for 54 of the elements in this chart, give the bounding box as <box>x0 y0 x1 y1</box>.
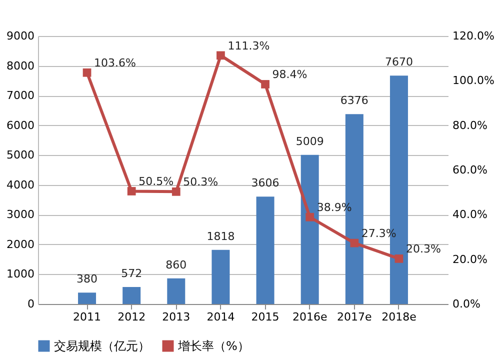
point <box>261 80 270 88</box>
data-label: 103.6% <box>94 56 136 70</box>
y2-tick-label: 120.0% <box>452 30 494 42</box>
y-tick-label: 4000 <box>6 178 34 192</box>
legend-label: 交易规模（亿元） <box>54 339 150 353</box>
y-tick-label: 3000 <box>6 208 34 222</box>
y-tick-label: 7000 <box>6 89 34 102</box>
y-tick-label: 6000 <box>6 118 34 132</box>
bar <box>122 286 141 304</box>
bar <box>78 292 96 304</box>
point <box>216 51 225 60</box>
y2-tick-label: 0.0% <box>452 298 480 310</box>
point <box>394 254 404 263</box>
point <box>82 68 92 77</box>
x-tick-label: 2015 <box>251 310 280 324</box>
bar <box>212 250 230 304</box>
y-tick-label: 5000 <box>6 148 34 162</box>
y-tick-label: 9000 <box>6 30 34 42</box>
point <box>306 212 314 222</box>
legend-label: 增长率（%） <box>177 339 250 353</box>
data-label: 3606 <box>251 176 280 190</box>
data-label: 1818 <box>206 230 235 243</box>
y2-tick-label: 40.0% <box>452 208 488 222</box>
data-label: 5009 <box>296 134 324 148</box>
y-tick-label: 8000 <box>6 59 34 72</box>
x-tick-label: 2018e <box>382 310 417 324</box>
x-tick-label: 2016e <box>292 310 328 324</box>
x-tick-label: 2017e <box>337 310 372 324</box>
point <box>172 187 180 196</box>
y2-tick-label: 80.0% <box>452 118 488 132</box>
y-tick-label: 1000 <box>6 268 34 281</box>
data-label: 50.3% <box>183 176 218 189</box>
y2-tick-label: 20.0% <box>452 252 488 266</box>
data-label: 111.3% <box>228 39 270 52</box>
point <box>127 187 136 196</box>
data-label: 6376 <box>340 94 368 108</box>
y2-tick-label: 60.0% <box>452 164 488 176</box>
data-label: 572 <box>121 266 142 280</box>
y-tick-label: 0 <box>28 298 34 310</box>
x-tick-label: 2013 <box>162 310 190 324</box>
bar <box>167 278 186 304</box>
data-label: 98.4% <box>272 68 308 82</box>
x-tick-label: 2014 <box>206 310 235 324</box>
data-label: 50.5% <box>138 175 174 188</box>
bar <box>256 196 274 304</box>
y2-tick-label: 100.0% <box>452 74 494 88</box>
y-tick-label: 2000 <box>6 238 34 251</box>
data-label: 380 <box>76 272 98 286</box>
data-label: 860 <box>166 258 187 272</box>
x-tick-label: 2012 <box>118 310 146 324</box>
x-tick-label: 2011 <box>73 310 102 324</box>
data-label: 7670 <box>384 56 413 69</box>
bar <box>300 154 319 304</box>
point <box>350 238 359 248</box>
